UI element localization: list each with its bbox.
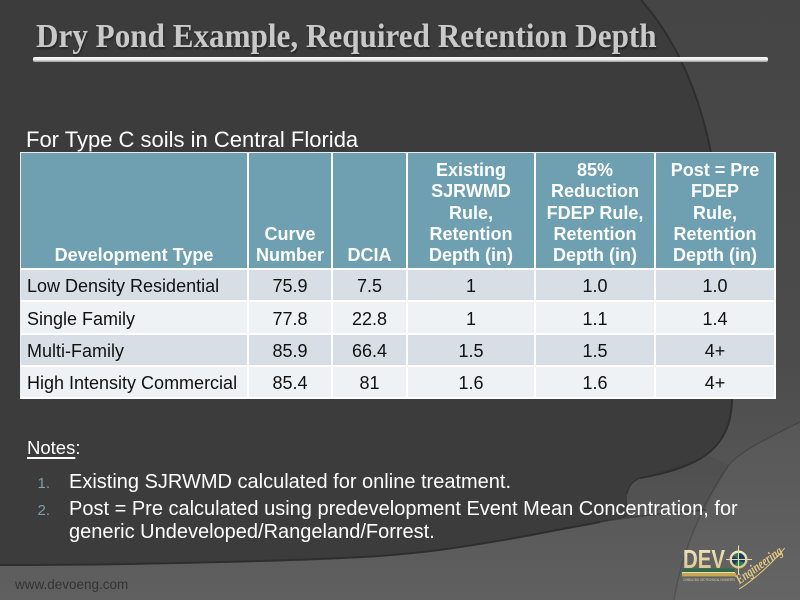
svg-text:CONSULTING GEOTECHNICAL ENGINE: CONSULTING GEOTECHNICAL ENGINEERS [683,578,735,582]
